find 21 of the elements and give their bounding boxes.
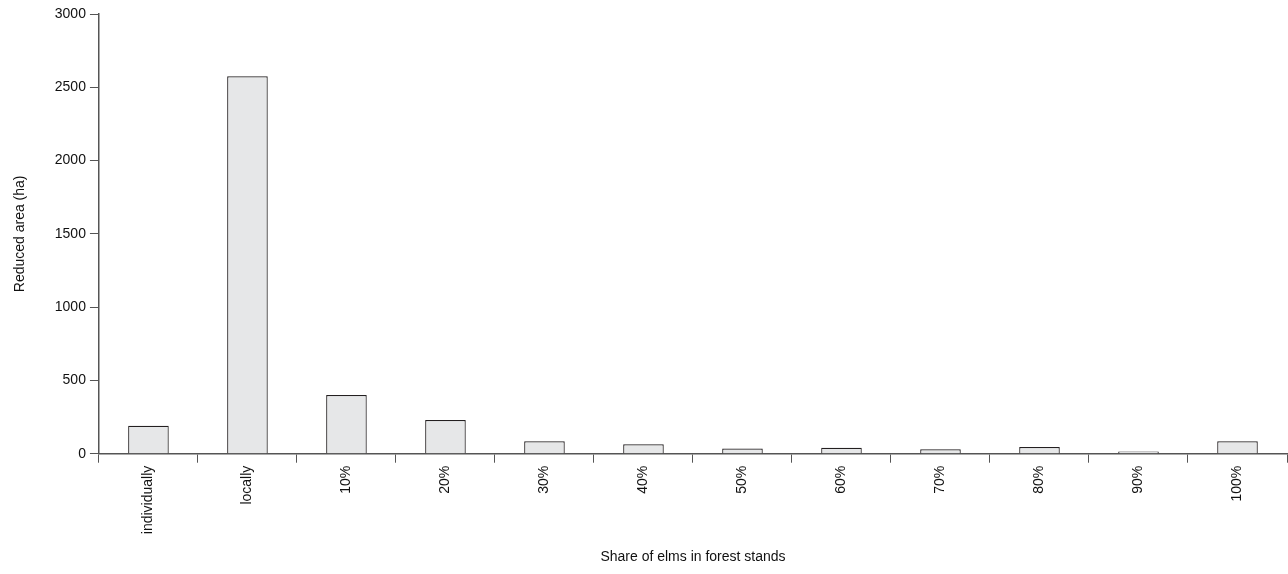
- y-tick-label: 1500: [54, 224, 87, 241]
- x-tick-label: 50%: [733, 465, 750, 494]
- x-tick-label: 60%: [832, 465, 849, 494]
- x-tick-label: locally: [238, 465, 255, 505]
- x-axis-title: Share of elms in forest stands: [600, 548, 786, 565]
- y-tick-label: 500: [62, 371, 87, 388]
- x-tick-label: 90%: [1129, 465, 1146, 494]
- x-tick-label: individually: [139, 465, 156, 535]
- y-tick-label: 1000: [54, 298, 87, 314]
- x-tick-label: 70%: [931, 465, 948, 494]
- x-tick-label: 10%: [337, 465, 354, 494]
- x-tick-label: 20%: [436, 465, 453, 494]
- x-tick-label: 80%: [1030, 465, 1047, 494]
- x-tick-label: 40%: [634, 465, 651, 494]
- y-tick-label: 3000: [54, 4, 87, 21]
- x-tick-label: 30%: [535, 465, 552, 494]
- y-tick-label: 2500: [54, 78, 87, 95]
- y-tick-label: 2000: [54, 151, 87, 168]
- x-tick-label: 100%: [1228, 465, 1245, 502]
- y-tick-label: 0: [78, 444, 87, 461]
- y-axis-title: Reduced area (ha): [11, 175, 28, 293]
